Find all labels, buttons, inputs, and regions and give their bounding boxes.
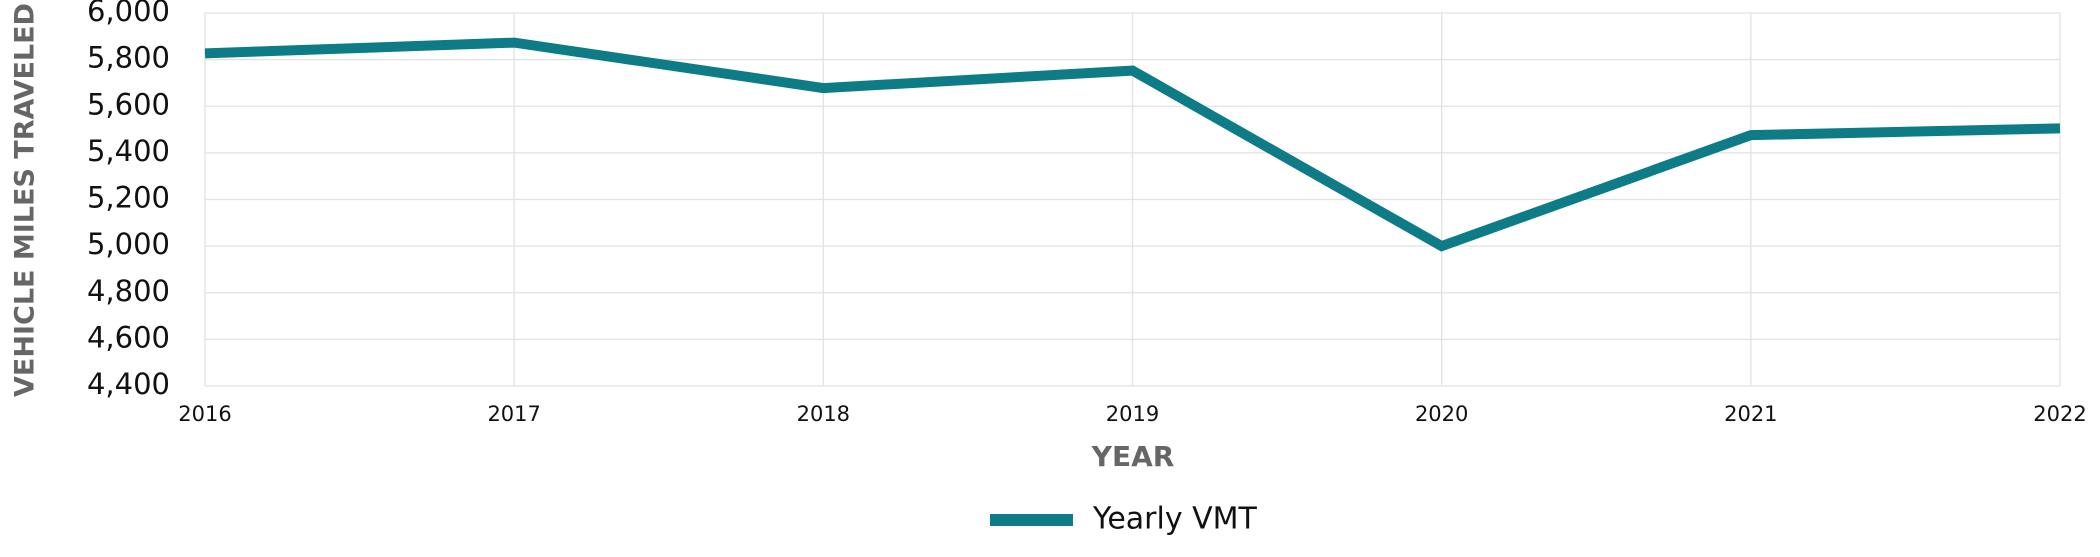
y-tick-label: 5,600	[87, 87, 170, 121]
y-tick-label: 5,400	[87, 134, 170, 168]
data-line	[204, 37, 2061, 252]
y-tick-label: 4,600	[87, 320, 170, 354]
y-tick-label: 5,200	[87, 181, 170, 215]
x-tick-label: 2020	[1415, 402, 1468, 426]
y-tick-label: 4,800	[87, 274, 170, 308]
y-tick-label: 6,000	[87, 0, 170, 28]
y-tick-label: 5,800	[87, 41, 170, 75]
x-axis-title: YEAR	[1091, 440, 1175, 473]
x-tick-label: 2021	[1724, 402, 1777, 426]
legend-label: Yearly VMT	[1092, 502, 1258, 537]
y-tick-label: 5,000	[87, 227, 170, 261]
x-tick-label: 2018	[797, 402, 850, 426]
x-tick-label: 2017	[487, 402, 540, 426]
x-tick-label: 2022	[2033, 402, 2086, 426]
x-tick-label: 2016	[178, 402, 231, 426]
x-tick-label: 2019	[1106, 402, 1159, 426]
y-axis-title: VEHICLE MILES TRAVELED	[10, 3, 41, 397]
y-tick-label: 4,400	[87, 367, 170, 401]
